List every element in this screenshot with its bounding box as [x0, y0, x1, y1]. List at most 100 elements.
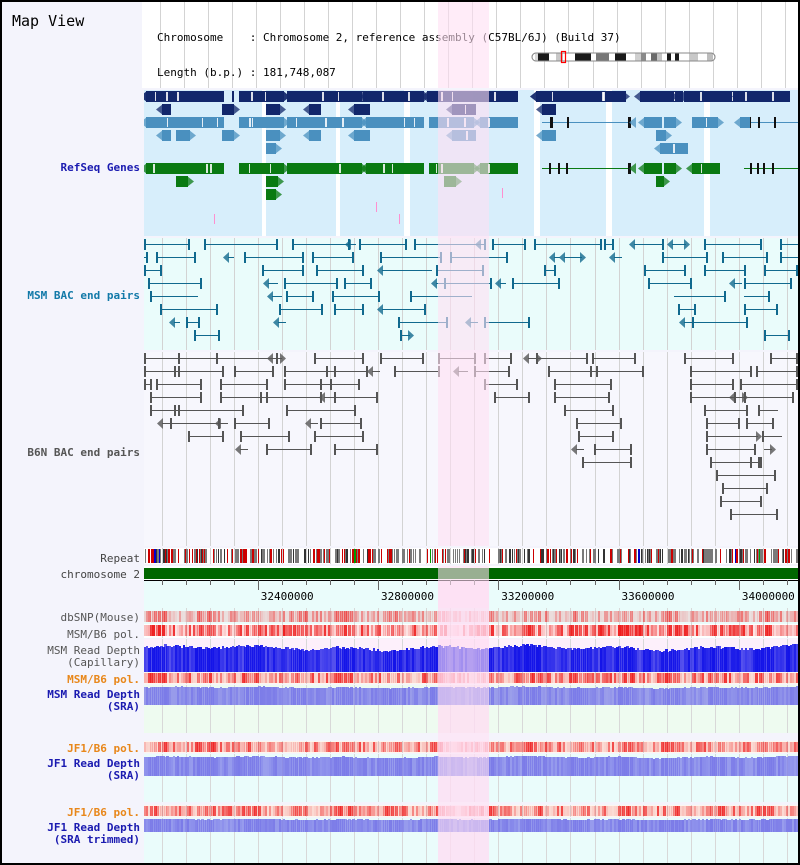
repeat-feature[interactable]	[441, 549, 443, 563]
repeat-feature[interactable]	[157, 549, 159, 563]
gene-block[interactable]	[330, 117, 362, 128]
jf1-b6-pol-sra-bin[interactable]	[315, 742, 319, 752]
dbsnp-bin[interactable]	[391, 611, 394, 622]
jf1-depth-sra-bin[interactable]	[538, 755, 541, 776]
msm-depth-sra-bin[interactable]	[685, 687, 689, 705]
dbsnp-bin[interactable]	[708, 611, 711, 622]
msm-b6-pol-bin[interactable]	[528, 625, 531, 636]
dbsnp-bin[interactable]	[178, 611, 182, 622]
jf1-b6-pol-sra-bin[interactable]	[614, 742, 617, 752]
jf1-b6-pol-trimmed-bin[interactable]	[195, 806, 198, 816]
jf1-b6-pol-sra-bin[interactable]	[738, 742, 742, 752]
repeat-feature[interactable]	[318, 549, 321, 563]
msm-depth-capillary-bin[interactable]	[781, 644, 785, 673]
jf1-b6-pol-sra-bin[interactable]	[567, 742, 570, 752]
msm-depth-capillary-bin[interactable]	[628, 647, 631, 673]
msm-depth-capillary-bin[interactable]	[579, 649, 582, 673]
jf1-b6-pol-trimmed-bin[interactable]	[763, 806, 766, 816]
dbsnp-bin[interactable]	[628, 611, 631, 622]
msm-bac-line[interactable]	[704, 270, 746, 271]
jf1-b6-pol-trimmed-bin[interactable]	[244, 806, 247, 816]
jf1-b6-pol-sra-bin[interactable]	[176, 742, 180, 752]
msm-depth-sra-bin[interactable]	[744, 687, 748, 705]
msm-b6-pol-bin[interactable]	[628, 625, 631, 636]
jf1-depth-sra-bin[interactable]	[421, 757, 425, 776]
msm-b6-pol-bin[interactable]	[781, 625, 785, 636]
msm-b6-pol-bin[interactable]	[501, 625, 505, 636]
jf1-depth-sra-bin[interactable]	[777, 756, 780, 776]
msm-depth-capillary-bin[interactable]	[395, 650, 398, 673]
msm-depth-capillary-bin[interactable]	[703, 647, 707, 673]
msm-b6-pol-bin[interactable]	[681, 625, 684, 636]
repeat-feature[interactable]	[501, 549, 503, 563]
jf1-depth-sra-bin[interactable]	[520, 755, 523, 776]
msm-depth-sra-bin[interactable]	[624, 686, 627, 705]
jf1-b6-pol-sra-bin[interactable]	[783, 742, 787, 752]
jf1-b6-pol-trimmed-bin[interactable]	[718, 806, 721, 816]
jf1-depth-sra-bin[interactable]	[172, 756, 176, 776]
msm-b6-pol-bin[interactable]	[270, 625, 274, 636]
msm-bac-end[interactable]	[410, 291, 412, 302]
msm-depth-capillary-bin[interactable]	[536, 646, 539, 673]
msm-b6-pol-sra-bin[interactable]	[730, 673, 733, 683]
jf1-b6-pol-sra-bin[interactable]	[489, 742, 492, 752]
jf1-b6-pol-sra-bin[interactable]	[495, 742, 498, 752]
msm-depth-sra-bin[interactable]	[389, 688, 392, 705]
jf1-depth-sra-bin[interactable]	[565, 757, 568, 776]
repeat-feature[interactable]	[237, 549, 240, 563]
msm-depth-sra-bin[interactable]	[501, 686, 505, 705]
msm-bac-end[interactable]	[492, 239, 494, 250]
msm-bac-line[interactable]	[436, 270, 484, 271]
msm-depth-sra-bin[interactable]	[595, 687, 599, 705]
msm-depth-sra-bin[interactable]	[732, 687, 736, 705]
dbsnp-bin[interactable]	[493, 611, 496, 622]
msm-b6-pol-bin[interactable]	[372, 625, 376, 636]
jf1-depth-sra-bin[interactable]	[195, 756, 198, 776]
jf1-b6-pol-trimmed-bin[interactable]	[389, 806, 392, 816]
jf1-depth-sra-bin[interactable]	[197, 756, 200, 776]
jf1-b6-pol-trimmed-bin[interactable]	[630, 806, 633, 816]
msm-depth-capillary-bin[interactable]	[697, 648, 701, 673]
msm-b6-pol-sra-bin[interactable]	[362, 673, 366, 683]
repeat-feature[interactable]	[784, 549, 786, 563]
msm-bac-end[interactable]	[604, 239, 606, 250]
msm-b6-pol-sra-bin[interactable]	[654, 673, 658, 683]
msm-b6-pol-bin[interactable]	[593, 625, 597, 636]
jf1-b6-pol-trimmed-bin[interactable]	[589, 806, 592, 816]
jf1-b6-pol-sra-bin[interactable]	[515, 742, 519, 752]
msm-b6-pol-sra-bin[interactable]	[178, 673, 182, 683]
jf1-b6-pol-trimmed-bin[interactable]	[211, 806, 214, 816]
jf1-b6-pol-trimmed-bin[interactable]	[207, 806, 210, 816]
jf1-depth-trimmed-bin[interactable]	[146, 819, 149, 832]
msm-depth-sra-bin[interactable]	[223, 687, 227, 705]
jf1-depth-sra-bin[interactable]	[325, 757, 329, 776]
msm-b6-pol-sra-bin[interactable]	[524, 673, 527, 683]
repeat-feature[interactable]	[345, 549, 347, 563]
msm-b6-pol-bin[interactable]	[742, 625, 746, 636]
msm-depth-sra-bin[interactable]	[315, 687, 319, 705]
jf1-b6-pol-sra-bin[interactable]	[501, 742, 505, 752]
msm-bac-line[interactable]	[614, 257, 622, 258]
jf1-b6-pol-sra-bin[interactable]	[526, 742, 529, 752]
msm-depth-sra-bin[interactable]	[176, 687, 180, 705]
repeat-feature[interactable]	[761, 549, 764, 563]
msm-bac-line[interactable]	[359, 244, 407, 245]
msm-depth-capillary-bin[interactable]	[589, 647, 592, 673]
jf1-b6-pol-trimmed-bin[interactable]	[176, 806, 180, 816]
msm-depth-sra-bin[interactable]	[661, 688, 664, 705]
msm-depth-sra-bin[interactable]	[195, 687, 198, 705]
msm-b6-pol-sra-bin[interactable]	[507, 673, 511, 683]
jf1-b6-pol-sra-bin[interactable]	[540, 742, 543, 752]
msm-depth-capillary-bin[interactable]	[583, 649, 586, 673]
msm-depth-capillary-bin[interactable]	[593, 646, 597, 673]
jf1-b6-pol-sra-bin[interactable]	[393, 742, 396, 752]
jf1-depth-sra-bin[interactable]	[746, 757, 750, 776]
msm-depth-sra-bin[interactable]	[536, 686, 539, 705]
repeat-feature[interactable]	[235, 549, 237, 563]
jf1-b6-pol-sra-bin[interactable]	[144, 742, 147, 752]
msm-b6-pol-sra-bin[interactable]	[769, 673, 772, 683]
jf1-depth-sra-bin[interactable]	[699, 756, 703, 776]
msm-b6-pol-sra-bin[interactable]	[389, 673, 392, 683]
jf1-b6-pol-sra-bin[interactable]	[565, 742, 568, 752]
b6n-bac-end[interactable]	[754, 444, 756, 455]
